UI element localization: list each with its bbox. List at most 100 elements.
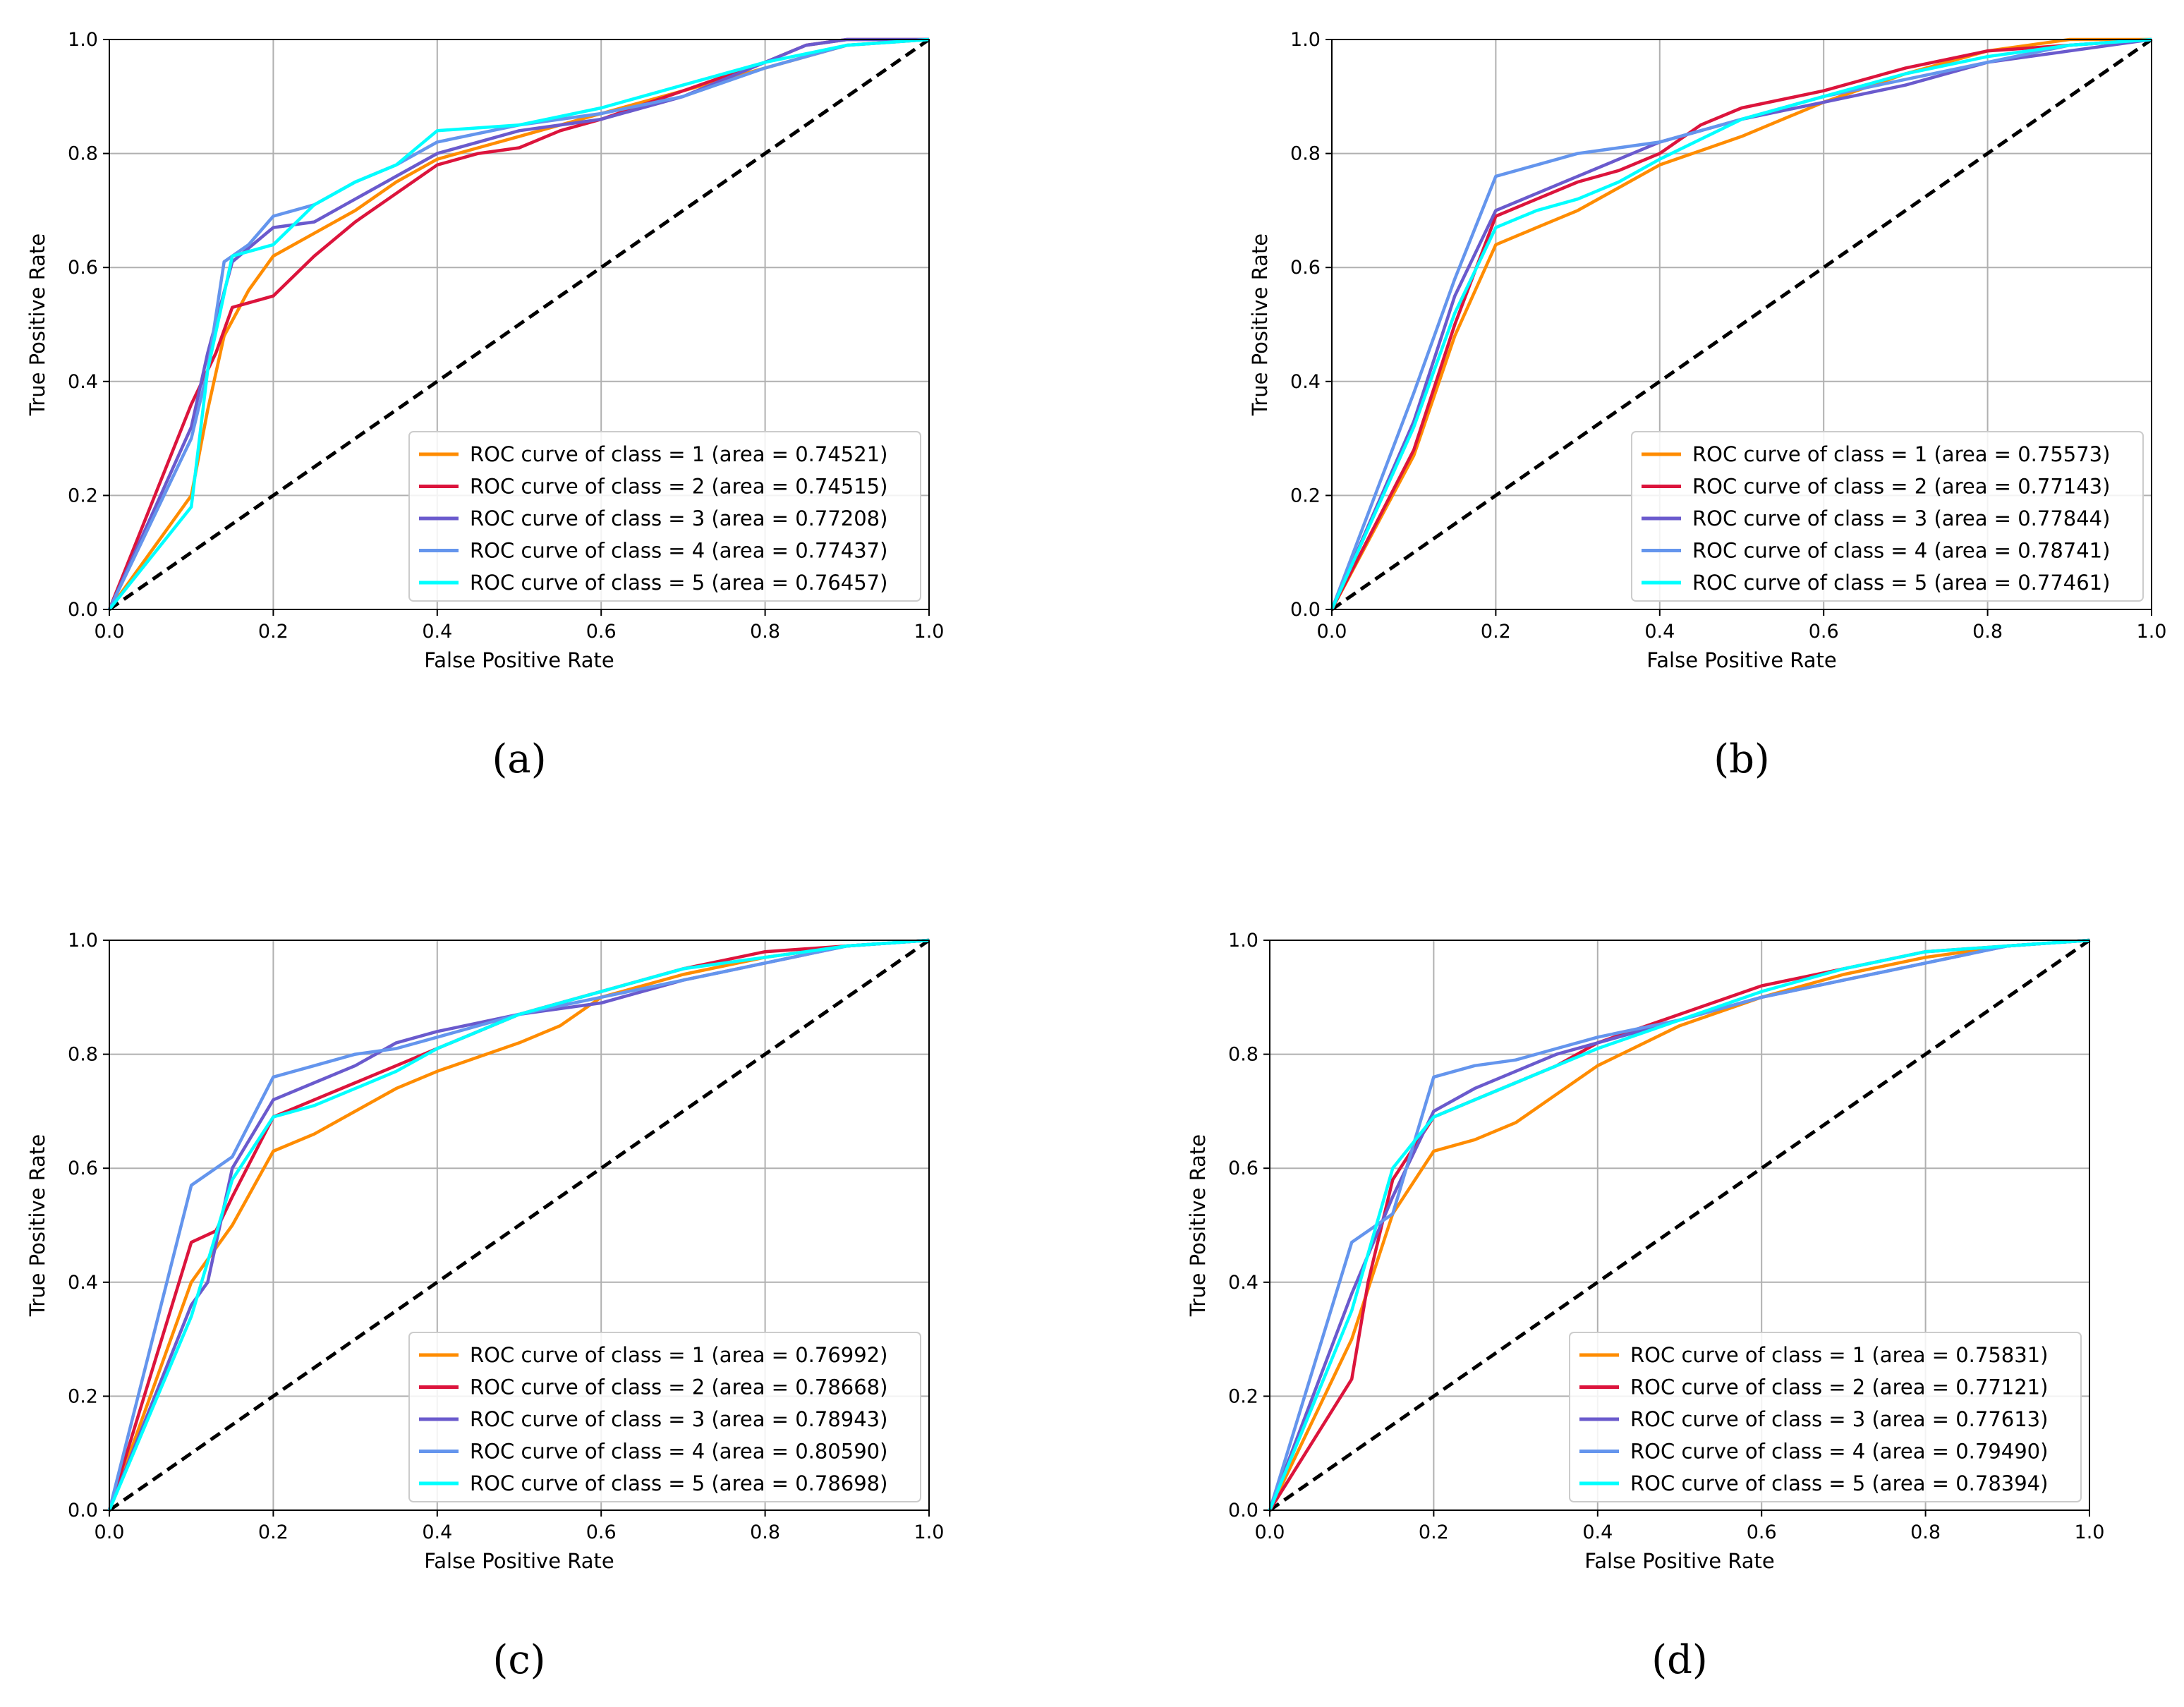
roc-curve-class-4 <box>1330 37 2152 610</box>
chart-panels: 0.0 0.2 0.4 0.6 0.8 1.0 0.0 0.2 0.4 0.6 0.8 1.0 Fals… <box>25 29 2166 1683</box>
y-tick-label: 0.6 <box>1290 257 1321 279</box>
roc-panel-0: 0.0 0.2 0.4 0.6 0.8 1.0 0.0 0.2 0.4 0.6 0.8 1.0 Fals… <box>25 29 944 782</box>
roc-curve-class-2 <box>1330 37 2152 611</box>
x-tick-label: 0.0 <box>1255 1521 1285 1543</box>
x-tick-label: 0.4 <box>1582 1521 1613 1543</box>
legend-box <box>1631 431 2144 602</box>
x-tick-label: 0.0 <box>1317 621 1347 643</box>
legend-label-class-4: ROC curve of class = 4 (area = 0.78741) <box>1692 539 2110 563</box>
y-tick-label: 0.4 <box>68 371 98 393</box>
y-tick-label: 0.0 <box>1290 599 1321 621</box>
y-tick-label: 0.0 <box>1228 1500 1258 1521</box>
roc-curve-class-5 <box>108 37 930 611</box>
legend-label-class-2: ROC curve of class = 2 (area = 0.77143) <box>1692 475 2110 499</box>
roc-curve-class-5 <box>107 938 930 1511</box>
y-tick-label: 1.0 <box>1228 930 1258 952</box>
y-tick-label: 0.6 <box>68 257 98 279</box>
y-tick-label: 0.8 <box>1290 143 1321 165</box>
x-tick-label: 0.4 <box>422 621 452 643</box>
legend-label-class-4: ROC curve of class = 4 (area = 0.77437) <box>470 539 887 563</box>
legend-label-class-2: ROC curve of class = 2 (area = 0.77121) <box>1630 1375 2048 1399</box>
x-tick-label: 1.0 <box>914 1521 945 1543</box>
x-tick-label: 0.6 <box>586 1521 617 1543</box>
legend-label-class-3: ROC curve of class = 3 (area = 0.77208) <box>470 506 887 530</box>
legend-label-class-2: ROC curve of class = 2 (area = 0.74515) <box>470 475 887 499</box>
y-tick-label: 0.0 <box>68 1500 98 1521</box>
roc-curve-class-5 <box>1268 938 2090 1511</box>
legend-label-class-3: ROC curve of class = 3 (area = 0.77844) <box>1692 506 2110 530</box>
y-tick-label: 1.0 <box>68 930 98 952</box>
y-tick-label: 0.0 <box>68 599 98 621</box>
legend: ROC curve of class = 1 (area = 0.75573) R… <box>1631 431 2144 602</box>
roc-curve-class-5 <box>1330 37 2152 610</box>
y-tick-label: 0.6 <box>1228 1158 1258 1179</box>
axes-frame <box>1269 940 2090 1511</box>
roc-panel-1: 0.0 0.2 0.4 0.6 0.8 1.0 0.0 0.2 0.4 0.6 0.8 1.0 Fals… <box>1248 29 2166 782</box>
y-tick-label: 0.2 <box>1228 1385 1258 1407</box>
y-axis-label: True Positive Rate <box>25 1134 49 1317</box>
legend-label-class-3: ROC curve of class = 3 (area = 0.78943) <box>470 1407 887 1431</box>
x-tick-label: 1.0 <box>914 621 945 643</box>
legend-label-class-4: ROC curve of class = 4 (area = 0.80590) <box>470 1440 887 1464</box>
chance-diagonal-line <box>1268 938 2091 1512</box>
x-tick-label: 0.8 <box>1910 1521 1941 1543</box>
y-tick-label: 0.8 <box>68 1044 98 1066</box>
panel-caption: (a) <box>492 736 546 782</box>
panel-caption: (c) <box>492 1637 545 1683</box>
y-tick-label: 0.6 <box>68 1158 98 1179</box>
legend-label-class-1: ROC curve of class = 1 (area = 0.75573) <box>1692 442 2110 466</box>
panel-caption: (b) <box>1713 736 1770 782</box>
roc-panel-3: 0.0 0.2 0.4 0.6 0.8 1.0 0.0 0.2 0.4 0.6 0.8 1.0 Fals… <box>1186 930 2104 1683</box>
x-tick-label: 0.4 <box>422 1521 452 1543</box>
legend-label-class-4: ROC curve of class = 4 (area = 0.79490) <box>1630 1440 2048 1464</box>
legend-label-class-2: ROC curve of class = 2 (area = 0.78668) <box>470 1375 887 1399</box>
x-axis-label: False Positive Rate <box>1584 1549 1775 1573</box>
x-tick-label: 0.4 <box>1644 621 1675 643</box>
y-tick-label: 0.4 <box>68 1272 98 1294</box>
y-tick-label: 1.0 <box>68 29 98 51</box>
roc-curve-class-1 <box>1268 938 2090 1511</box>
legend-label-class-5: ROC curve of class = 5 (area = 0.76457) <box>470 571 887 595</box>
x-axis-label: False Positive Rate <box>424 1549 614 1573</box>
y-tick-label: 0.8 <box>1228 1044 1258 1066</box>
y-axis-label: True Positive Rate <box>1186 1134 1210 1317</box>
roc-curve-class-4 <box>1268 938 2090 1511</box>
chance-diagonal-line <box>108 938 930 1512</box>
x-tick-label: 0.8 <box>750 1521 780 1543</box>
legend-box <box>1569 1332 2082 1502</box>
x-tick-label: 0.0 <box>95 1521 125 1543</box>
legend-label-class-5: ROC curve of class = 5 (area = 0.78394) <box>1630 1471 2048 1495</box>
panel-caption: (d) <box>1651 1637 1708 1683</box>
chance-diagonal-line <box>108 37 930 612</box>
legend: ROC curve of class = 1 (area = 0.75831) R… <box>1569 1332 2082 1502</box>
x-tick-label: 1.0 <box>2137 621 2167 643</box>
roc-curve-class-1 <box>107 938 930 1511</box>
legend-label-class-5: ROC curve of class = 5 (area = 0.77461) <box>1692 571 2110 595</box>
x-tick-label: 0.2 <box>1419 1521 1449 1543</box>
x-tick-label: 0.2 <box>258 1521 289 1543</box>
y-tick-label: 0.8 <box>68 143 98 165</box>
y-tick-label: 0.4 <box>1290 371 1321 393</box>
x-tick-label: 1.0 <box>2075 1521 2105 1543</box>
x-tick-label: 0.2 <box>258 621 289 643</box>
legend-label-class-3: ROC curve of class = 3 (area = 0.77613) <box>1630 1407 2048 1431</box>
legend-label-class-1: ROC curve of class = 1 (area = 0.74521) <box>470 442 887 466</box>
x-tick-label: 0.6 <box>1809 621 1839 643</box>
axes-frame <box>1331 39 2152 610</box>
y-tick-label: 1.0 <box>1290 29 1321 51</box>
x-tick-label: 0.2 <box>1481 621 1511 643</box>
x-axis-label: False Positive Rate <box>1646 648 1837 672</box>
y-tick-label: 0.2 <box>68 1385 98 1407</box>
x-tick-label: 0.6 <box>586 621 617 643</box>
roc-panel-2: 0.0 0.2 0.4 0.6 0.8 1.0 0.0 0.2 0.4 0.6 0.8 1.0 Fals… <box>25 930 944 1683</box>
y-axis-label: True Positive Rate <box>25 233 49 416</box>
y-tick-label: 0.4 <box>1228 1272 1258 1294</box>
legend-label-class-1: ROC curve of class = 1 (area = 0.75831) <box>1630 1343 2048 1367</box>
x-tick-label: 0.8 <box>1972 621 2003 643</box>
roc-curve-class-4 <box>107 938 930 1511</box>
legend: ROC curve of class = 1 (area = 0.74521) R… <box>408 431 921 602</box>
x-tick-label: 0.6 <box>1747 1521 1777 1543</box>
x-tick-label: 0.0 <box>95 621 125 643</box>
x-axis-label: False Positive Rate <box>424 648 614 672</box>
